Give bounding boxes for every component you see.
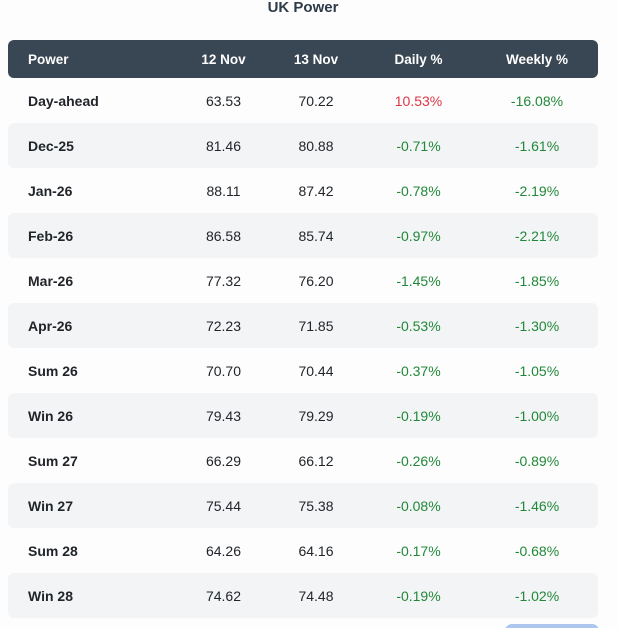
daily-change: 10.53% bbox=[394, 92, 443, 109]
price-13nov: 80.88 bbox=[298, 137, 334, 154]
row-label: Dec-25 bbox=[28, 137, 74, 154]
row-label: Sum 26 bbox=[28, 362, 78, 379]
daily-change: -0.78% bbox=[396, 182, 441, 199]
table-row: Sum 26 70.70 70.44 -0.37% -1.05% bbox=[8, 348, 598, 393]
price-13nov: 76.20 bbox=[298, 272, 334, 289]
header-power: Power bbox=[28, 51, 69, 67]
weekly-change: -2.19% bbox=[514, 182, 560, 199]
weekly-change: -1.61% bbox=[514, 137, 560, 154]
weekly-change: -1.00% bbox=[514, 407, 560, 424]
daily-change: -0.53% bbox=[396, 317, 441, 334]
weekly-change: -16.08% bbox=[510, 92, 564, 109]
header-12nov: 12 Nov bbox=[201, 51, 246, 67]
price-13nov: 70.44 bbox=[298, 362, 334, 379]
daily-change: -0.37% bbox=[396, 362, 441, 379]
price-12nov: 77.32 bbox=[205, 272, 242, 289]
row-label: Sum 27 bbox=[28, 452, 78, 469]
price-12nov: 63.53 bbox=[205, 92, 242, 109]
price-12nov: 70.70 bbox=[205, 362, 242, 379]
daily-change: -0.08% bbox=[396, 497, 441, 514]
price-13nov: 85.74 bbox=[298, 227, 334, 244]
price-12nov: 64.26 bbox=[205, 542, 242, 559]
price-12nov: 88.11 bbox=[206, 182, 241, 199]
price-12nov: 79.43 bbox=[205, 407, 242, 424]
weekly-change: -1.85% bbox=[514, 272, 560, 289]
row-label: Win 28 bbox=[28, 587, 73, 604]
header-weekly: Weekly % bbox=[505, 51, 569, 67]
daily-change: -0.26% bbox=[396, 452, 441, 469]
table-row: Win 28 74.62 74.48 -0.19% -1.02% bbox=[8, 573, 598, 618]
table-header-row: Power 12 Nov 13 Nov Daily % Weekly % bbox=[8, 40, 598, 78]
table-row: Apr-26 72.23 71.85 -0.53% -1.30% bbox=[8, 303, 598, 348]
weekly-change: -1.30% bbox=[514, 317, 560, 334]
row-label: Jan-26 bbox=[28, 182, 73, 199]
daily-change: -0.19% bbox=[396, 407, 441, 424]
table-row: Sum 27 66.29 66.12 -0.26% -0.89% bbox=[8, 438, 598, 483]
weekly-change: -1.05% bbox=[514, 362, 560, 379]
daily-change: -0.19% bbox=[396, 587, 441, 604]
price-13nov: 70.22 bbox=[298, 92, 334, 109]
price-13nov: 79.29 bbox=[298, 407, 334, 424]
price-12nov: 72.23 bbox=[205, 317, 242, 334]
weekly-change: -1.02% bbox=[514, 587, 560, 604]
price-12nov: 75.44 bbox=[205, 497, 242, 514]
row-label: Win 27 bbox=[28, 497, 73, 514]
price-12nov: 81.46 bbox=[205, 137, 242, 154]
table-row: Win 26 79.43 79.29 -0.19% -1.00% bbox=[8, 393, 598, 438]
page-title: UK Power bbox=[267, 0, 339, 16]
table-body: Day-ahead 63.53 70.22 10.53% -16.08% Dec… bbox=[8, 78, 598, 618]
header-daily: Daily % bbox=[394, 51, 443, 67]
price-13nov: 64.16 bbox=[298, 542, 334, 559]
uk-power-table-widget: UK Power Power 12 Nov 13 Nov Daily % Wee… bbox=[8, 0, 598, 618]
price-13nov: 74.48 bbox=[298, 587, 334, 604]
price-12nov: 74.62 bbox=[205, 587, 242, 604]
price-12nov: 66.29 bbox=[205, 452, 242, 469]
daily-change: -1.45% bbox=[396, 272, 441, 289]
row-label: Day-ahead bbox=[28, 92, 99, 109]
weekly-change: -2.21% bbox=[514, 227, 560, 244]
row-label: Apr-26 bbox=[28, 317, 73, 334]
table-row: Win 27 75.44 75.38 -0.08% -1.46% bbox=[8, 483, 598, 528]
row-label: Win 26 bbox=[28, 407, 73, 424]
price-13nov: 66.12 bbox=[298, 452, 334, 469]
table-row: Jan-26 88.11 87.42 -0.78% -2.19% bbox=[8, 168, 598, 213]
table-row: Day-ahead 63.53 70.22 10.53% -16.08% bbox=[8, 78, 598, 123]
table-row: Dec-25 81.46 80.88 -0.71% -1.61% bbox=[8, 123, 598, 168]
weekly-change: -1.46% bbox=[514, 497, 560, 514]
price-12nov: 86.58 bbox=[205, 227, 242, 244]
daily-change: -0.71% bbox=[396, 137, 441, 154]
weekly-change: -0.68% bbox=[514, 542, 560, 559]
price-13nov: 75.38 bbox=[298, 497, 334, 514]
price-13nov: 71.85 bbox=[298, 317, 334, 334]
weekly-change: -0.89% bbox=[514, 452, 560, 469]
price-13nov: 87.42 bbox=[298, 182, 334, 199]
table-row: Feb-26 86.58 85.74 -0.97% -2.21% bbox=[8, 213, 598, 258]
row-label: Sum 28 bbox=[28, 542, 78, 559]
header-13nov: 13 Nov bbox=[293, 51, 339, 67]
row-label: Mar-26 bbox=[28, 272, 74, 289]
daily-change: -0.97% bbox=[396, 227, 441, 244]
partially-visible-button[interactable] bbox=[505, 624, 599, 628]
price-table: Power 12 Nov 13 Nov Daily % Weekly % Day… bbox=[8, 40, 598, 618]
daily-change: -0.17% bbox=[396, 542, 441, 559]
row-label: Feb-26 bbox=[28, 227, 74, 244]
table-row: Mar-26 77.32 76.20 -1.45% -1.85% bbox=[8, 258, 598, 303]
table-row: Sum 28 64.26 64.16 -0.17% -0.68% bbox=[8, 528, 598, 573]
